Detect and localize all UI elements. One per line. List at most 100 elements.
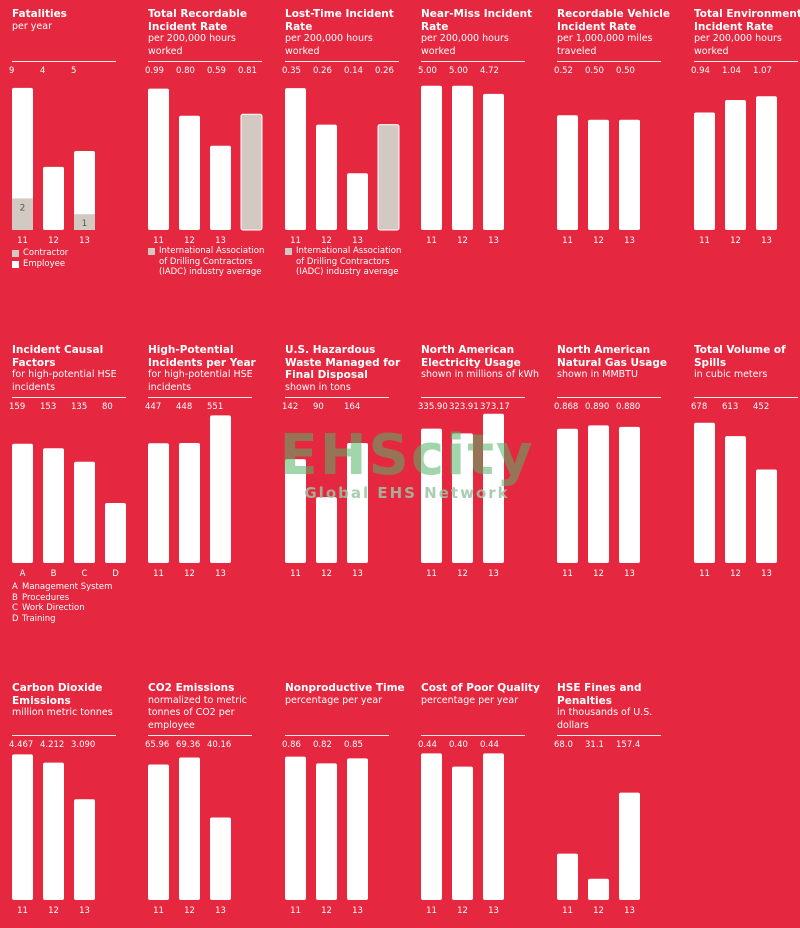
data-label: 153 bbox=[40, 402, 57, 412]
x-tick-label: 12 bbox=[321, 569, 332, 579]
key-letter: B bbox=[12, 592, 18, 603]
x-tick-label: 11 bbox=[426, 236, 437, 246]
x-tick-label: 11 bbox=[426, 569, 437, 579]
data-label: 0.80 bbox=[176, 66, 195, 76]
bar-plot: 11 12 13 bbox=[148, 80, 263, 250]
legend-row: International Association of Drilling Co… bbox=[148, 246, 273, 278]
bar-11 bbox=[148, 443, 169, 563]
x-tick-label: B bbox=[51, 569, 57, 579]
bar-11 bbox=[557, 853, 578, 900]
x-tick-label: 12 bbox=[457, 906, 468, 916]
bar-svg: A B C D bbox=[12, 443, 126, 579]
bar-12 bbox=[43, 166, 64, 230]
benchmark-legend: International Association of Drilling Co… bbox=[148, 246, 273, 278]
data-label: 0.26 bbox=[375, 66, 394, 76]
key-letter: D bbox=[12, 613, 19, 624]
x-tick-label: 12 bbox=[321, 236, 332, 246]
bar-11 bbox=[12, 754, 33, 900]
value-row-rule bbox=[694, 61, 798, 62]
data-label: 0.85 bbox=[344, 740, 363, 750]
bar-11 bbox=[421, 428, 442, 563]
data-label: 0.82 bbox=[313, 740, 332, 750]
bar-plot: 11 12 13 bbox=[421, 750, 504, 920]
chart-subtitle: normalized to metric tonnes of CO2 per e… bbox=[148, 694, 247, 731]
bar-11 bbox=[694, 112, 715, 230]
bar-12 bbox=[179, 115, 200, 230]
data-label: 448 bbox=[176, 402, 193, 412]
bar-plot: 11 12 13 bbox=[285, 80, 400, 250]
x-tick-label: 13 bbox=[215, 906, 226, 916]
legend-label: International Association of Drilling Co… bbox=[296, 246, 402, 277]
data-label: 613 bbox=[722, 402, 739, 412]
legend-row: Employee bbox=[12, 259, 68, 270]
value-row-rule bbox=[694, 397, 798, 398]
bar-11 bbox=[421, 753, 442, 900]
data-label: 142 bbox=[282, 402, 299, 412]
chart-subtitle: percentage per year bbox=[285, 694, 383, 706]
x-tick-label: 12 bbox=[321, 906, 332, 916]
x-tick-label: 11 bbox=[17, 236, 28, 246]
data-label: 0.59 bbox=[207, 66, 226, 76]
value-row-rule bbox=[285, 735, 389, 736]
data-label: 164 bbox=[344, 402, 361, 412]
bar-11 bbox=[694, 422, 715, 563]
chart-subtitle: per 200,000 hours worked bbox=[148, 33, 236, 57]
chart-title: Cost of Poor Quality bbox=[421, 682, 540, 694]
bar-svg: 11 12 13 bbox=[557, 115, 640, 246]
chart-subtitle: in thousands of U.S. dollars bbox=[557, 707, 653, 731]
x-tick-label: 11 bbox=[153, 569, 164, 579]
chart-subtitle: shown in millions of kWh bbox=[421, 369, 539, 380]
chart-title: Total Volume of Spills bbox=[694, 344, 786, 369]
data-label: 0.880 bbox=[616, 402, 641, 412]
value-row-rule bbox=[421, 735, 525, 736]
x-tick-label: 12 bbox=[48, 906, 59, 916]
chart-title: Lost-Time Incident Rate bbox=[285, 8, 394, 33]
bar-plot: 2 11 12 1 13 bbox=[12, 80, 95, 250]
chart-title: Incident Causal Factors bbox=[12, 344, 104, 369]
bar-B bbox=[43, 448, 64, 563]
chart-panel-high-potential: High-Potential Incidents per Year for hig… bbox=[148, 344, 273, 394]
chart-title: U.S. Hazardous Waste Managed for Final D… bbox=[285, 344, 401, 381]
data-label: 5.00 bbox=[418, 66, 437, 76]
fatalities-legend: Contractor Employee bbox=[12, 248, 68, 269]
x-tick-label: 12 bbox=[184, 236, 195, 246]
chart-panel-natural-gas: North American Natural Gas Usage shown in… bbox=[557, 344, 682, 382]
x-tick-label: 11 bbox=[699, 236, 710, 246]
chart-title: HSE Fines and Penalties bbox=[557, 682, 642, 707]
x-tick-label: 11 bbox=[153, 236, 164, 246]
chart-subtitle: percentage per year bbox=[421, 694, 519, 706]
data-label: 1.04 bbox=[722, 66, 741, 76]
chart-title: Carbon Dioxide Emissions bbox=[12, 682, 103, 707]
chart-panel-electricity: North American Electricity Usage shown in… bbox=[421, 344, 546, 382]
stack-label: 1 bbox=[82, 219, 88, 229]
x-tick-label: 13 bbox=[215, 236, 226, 246]
x-tick-label: 12 bbox=[730, 236, 741, 246]
data-label: 0.44 bbox=[480, 740, 499, 750]
value-row-rule bbox=[12, 61, 116, 62]
bar-13 bbox=[483, 93, 504, 230]
legend-swatch bbox=[285, 248, 292, 255]
chart-panel-spills: Total Volume of Spills in cubic meters bbox=[694, 344, 800, 382]
value-row-rule bbox=[12, 397, 126, 398]
bar-13 bbox=[74, 151, 95, 230]
bar-12 bbox=[588, 878, 609, 900]
chart-panel-co2: Carbon Dioxide Emissions million metric t… bbox=[12, 682, 137, 720]
bar-13 bbox=[347, 758, 368, 900]
chart-subtitle: in cubic meters bbox=[694, 369, 768, 380]
key-text: Training bbox=[22, 613, 56, 624]
x-tick-label: D bbox=[112, 569, 119, 579]
bar-A bbox=[12, 443, 33, 563]
chart-panel-trir: Total Recordable Incident Rate per 200,00… bbox=[148, 8, 273, 58]
data-label: 373.17 bbox=[480, 402, 510, 412]
bar-12 bbox=[316, 497, 337, 563]
chart-title: Total Recordable Incident Rate bbox=[148, 8, 248, 33]
bar-12 bbox=[43, 762, 64, 900]
chart-title: North American Natural Gas Usage bbox=[557, 344, 667, 369]
key-text: Management System bbox=[22, 582, 113, 592]
bar-svg: 11 12 13 bbox=[421, 85, 504, 246]
bar-13 bbox=[210, 817, 231, 900]
x-tick-label: 13 bbox=[624, 906, 635, 916]
chart-panel-fines: HSE Fines and Penalties in thousands of U… bbox=[557, 682, 682, 732]
x-tick-label: 12 bbox=[593, 569, 604, 579]
